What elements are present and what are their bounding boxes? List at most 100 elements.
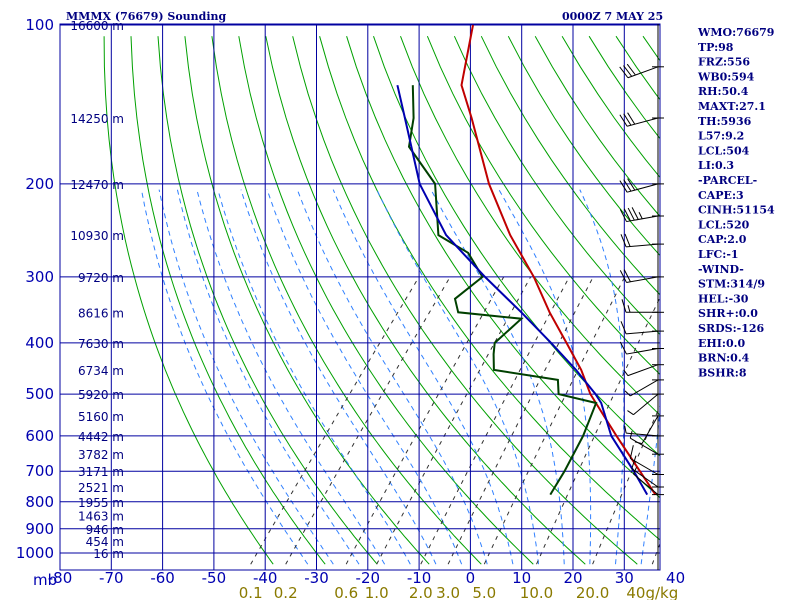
dry-adiabat <box>130 36 326 565</box>
moist-adiabat <box>158 189 334 565</box>
pressure-tick-label: 100 <box>25 16 54 34</box>
wind-barb <box>619 207 659 223</box>
frame-border <box>59 23 661 571</box>
temperature-tick-label: -20 <box>356 569 381 587</box>
height-label: 16600 m <box>70 19 124 33</box>
wind-barb <box>631 455 659 488</box>
index-line: TH:5936 <box>698 115 752 128</box>
temperature-tick-label: -60 <box>150 569 175 587</box>
wind-barb <box>619 112 659 127</box>
dry-adiabat <box>373 36 660 457</box>
height-label: 5160 m <box>78 410 124 424</box>
dry-adiabat <box>157 36 378 565</box>
height-label: 16 m <box>93 547 124 561</box>
pressure-tick-label: 600 <box>25 427 54 445</box>
dry-adiabat <box>103 36 274 565</box>
temperature-tick-label: 0 <box>466 569 476 587</box>
dewpoint-trace <box>407 85 598 496</box>
pressure-axis: 100 200 300 400 500 600 700 800 900 1000 mb <box>16 16 57 589</box>
wind-barb <box>619 63 659 79</box>
wind-barb <box>623 364 659 377</box>
moist-adiabat <box>332 189 514 565</box>
pressure-unit-label: mb <box>33 571 57 589</box>
dry-adiabat <box>426 36 660 376</box>
sounding-traces <box>396 24 657 496</box>
moist-adiabat <box>376 189 539 565</box>
moist-adiabat <box>217 189 411 565</box>
dry-adiabats <box>103 35 660 565</box>
mixing-ratio-label: 5.0 <box>472 584 496 600</box>
pressure-tick-label: 1000 <box>16 544 54 562</box>
height-label: 2521 m <box>78 481 124 495</box>
mixing-ratio-axis: 0.1 0.2 0.6 1.0 2.0 3.0 5.0 10.0 20.0 40g/kg <box>239 584 678 600</box>
index-line: MAXT:27.1 <box>698 100 766 113</box>
height-label: 3782 m <box>78 448 124 462</box>
mixing-ratio-label: 0.2 <box>274 584 298 600</box>
index-line: FRZ:556 <box>698 56 750 69</box>
height-label: 14250 m <box>70 112 124 126</box>
index-line: SHR+:0.0 <box>698 307 758 320</box>
height-label: 1955 m <box>78 496 124 510</box>
temperature-tick-label: 30 <box>615 569 634 587</box>
mixing-ratio-label: 0.1 <box>239 584 263 600</box>
mixing-ratio-label: 20.0 <box>576 584 609 600</box>
index-line: -PARCEL- <box>698 174 757 187</box>
wind-barb <box>627 393 659 416</box>
station-title: MMMX (76679) Sounding <box>66 10 227 23</box>
mixing-ratio-label: 0.6 <box>334 584 358 600</box>
wind-barb-column <box>619 24 664 570</box>
index-line: RH:50.4 <box>698 85 749 98</box>
wind-barb <box>619 178 659 193</box>
pressure-tick-label: 800 <box>25 493 54 511</box>
pressure-tick-label: 200 <box>25 175 54 193</box>
dry-adiabat <box>184 36 430 565</box>
moist-adiabat <box>640 189 660 565</box>
mixing-ratio-line <box>536 296 660 565</box>
mixing-ratio-label: 3.0 <box>436 584 460 600</box>
moist-adiabat <box>176 189 360 565</box>
height-label: 10930 m <box>70 229 124 243</box>
moist-adiabat <box>430 189 565 565</box>
temperature-tick-label: -10 <box>407 569 432 587</box>
index-line: WB0:594 <box>697 70 755 83</box>
index-line: CINH:51154 <box>698 204 775 217</box>
wind-barb <box>629 445 659 475</box>
height-label: 6734 m <box>78 364 124 378</box>
dry-adiabat <box>480 35 660 296</box>
temperature-tick-label: 40 <box>666 569 685 587</box>
dry-adiabat <box>453 35 660 336</box>
dry-adiabat <box>292 36 638 565</box>
temperature-axis: -80 -70 -60 -50 -40 -30 -20 -10 0 10 20 30 40 <box>48 569 685 587</box>
parcel-trace <box>396 84 649 496</box>
pressure-tick-label: 700 <box>25 462 54 480</box>
index-line: -WIND- <box>698 263 744 276</box>
mixing-ratio-label: 40g/kg <box>626 584 678 600</box>
dry-adiabat <box>211 36 482 565</box>
mixing-ratio-line <box>376 276 532 565</box>
height-labels: 16600 m 14250 m 12470 m 10930 m 9720 m 8616 m… <box>70 19 124 561</box>
index-line: LFC:-1 <box>698 248 739 261</box>
height-label: 4442 m <box>78 430 124 444</box>
height-label: 8616 m <box>78 306 124 320</box>
temperature-tick-label: -80 <box>48 569 73 587</box>
pressure-tick-label: 900 <box>25 520 54 538</box>
pressure-tick-label: 400 <box>25 334 54 352</box>
isotherms <box>60 24 625 570</box>
height-label: 3171 m <box>78 465 124 479</box>
moist-adiabat <box>498 189 592 565</box>
index-line: L57:9.2 <box>698 130 744 143</box>
height-label: 7630 m <box>78 337 124 351</box>
wind-barb <box>621 299 658 313</box>
wind-barb <box>619 341 659 355</box>
height-label: 9720 m <box>78 271 124 285</box>
temperature-trace <box>460 24 657 496</box>
index-line: CAPE:3 <box>698 189 744 202</box>
index-line: LI:0.3 <box>698 159 734 172</box>
wind-barb <box>629 431 659 455</box>
wind-barb <box>624 379 659 397</box>
dry-adiabat <box>265 36 586 565</box>
dry-adiabat <box>238 36 534 565</box>
temperature-tick-label: -40 <box>253 569 278 587</box>
